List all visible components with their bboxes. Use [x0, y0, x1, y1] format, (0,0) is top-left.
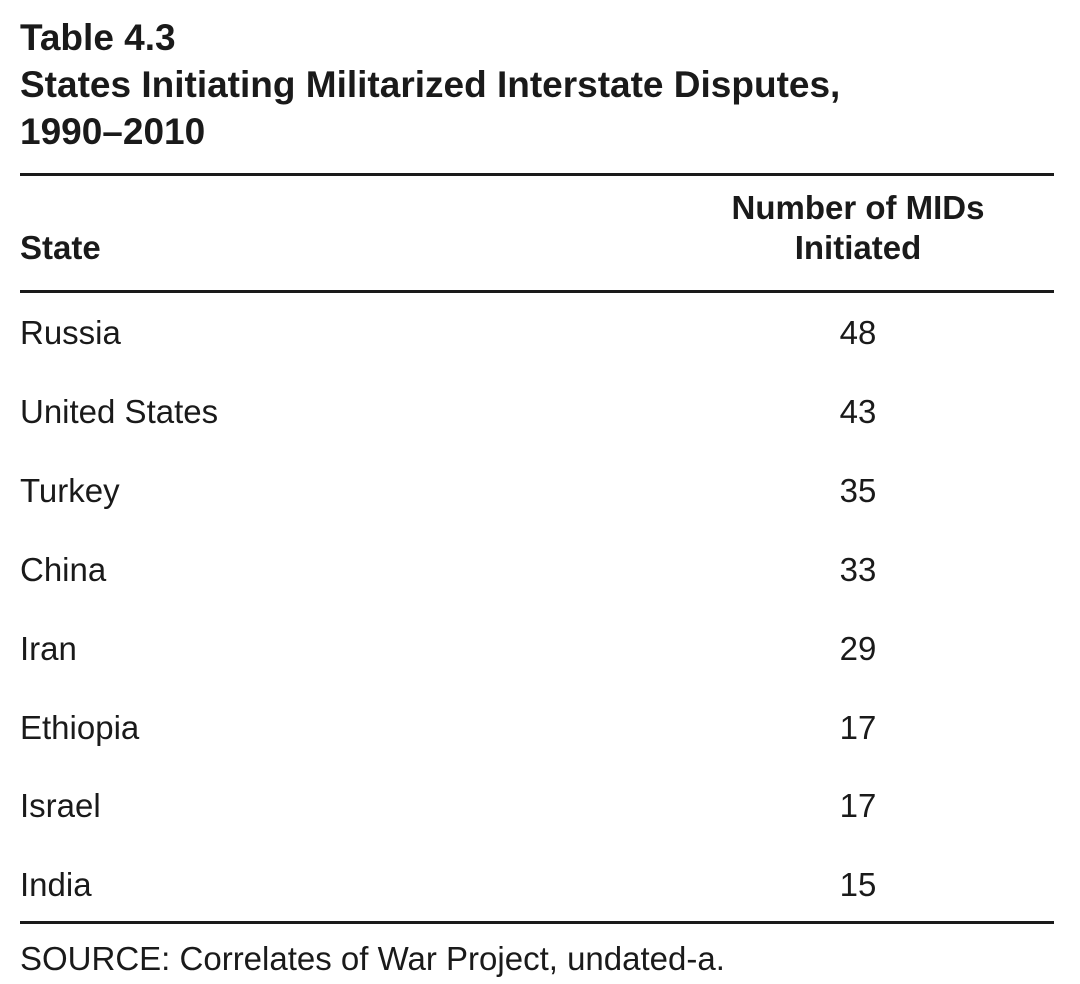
top-rule: [20, 173, 1054, 176]
table-header: State Number of MIDs Initiated: [20, 176, 1054, 290]
header-mids-line-2: Initiated: [794, 229, 922, 266]
table-row: Israel 17: [20, 767, 1054, 846]
source-note: SOURCE: Correlates of War Project, undat…: [20, 940, 725, 977]
cell-state: United States: [20, 393, 219, 431]
table-row: Iran 29: [20, 609, 1054, 688]
table-body: Russia 48 United States 43 Turkey 35 Chi…: [20, 293, 1054, 921]
cell-state: Iran: [20, 629, 77, 667]
cell-mids: 15: [839, 866, 877, 904]
cell-state: Russia: [20, 314, 121, 351]
header-mids: Number of MIDs Initiated: [698, 188, 1018, 268]
header-rule: [20, 290, 1054, 293]
table-row: China 33: [20, 531, 1054, 610]
cell-mids: 29: [839, 629, 877, 667]
table-row: Russia 48: [20, 293, 1054, 373]
table-title-line-2: 1990–2010: [20, 111, 206, 152]
cell-state: China: [20, 550, 107, 588]
table-number: Table 4.3: [20, 17, 176, 58]
table-row: United States 43: [20, 373, 1054, 452]
table-document: Table 4.3 States Initiating Militarized …: [20, 14, 1054, 978]
cell-mids: 43: [839, 393, 877, 431]
cell-mids: 33: [839, 550, 877, 588]
table-row: Ethiopia 17: [20, 688, 1054, 767]
bottom-rule: [20, 921, 1054, 924]
cell-mids: 17: [839, 708, 877, 746]
cell-state: Israel: [20, 787, 101, 825]
cell-mids: 35: [839, 472, 877, 510]
table-row: Turkey 35: [20, 452, 1054, 531]
header-state: State: [20, 229, 101, 266]
cell-state: India: [20, 866, 92, 904]
header-mids-line-1: Number of MIDs: [731, 189, 985, 226]
table-title-line-1: States Initiating Militarized Interstate…: [20, 64, 841, 105]
cell-state: Ethiopia: [20, 708, 140, 746]
cell-state: Turkey: [20, 472, 120, 510]
table-row: India 15: [20, 846, 1054, 925]
cell-mids: 17: [839, 787, 877, 825]
table-caption: Table 4.3 States Initiating Militarized …: [20, 14, 1054, 155]
cell-mids: 48: [839, 314, 877, 351]
